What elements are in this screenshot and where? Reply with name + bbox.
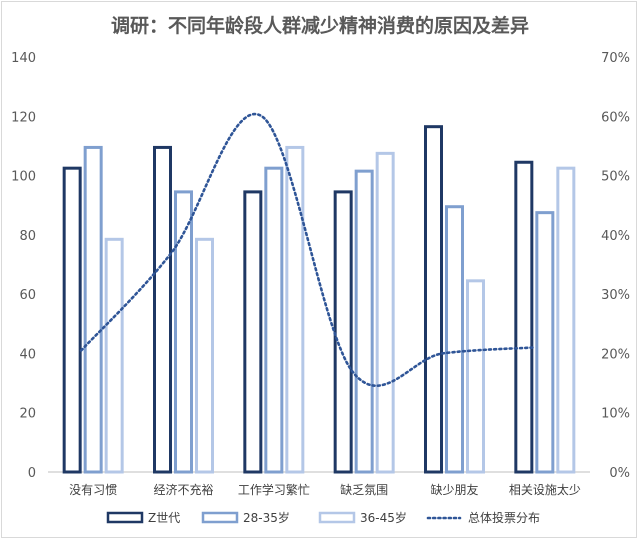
y2-tick-label: 50%	[601, 170, 630, 185]
left-axis-ticks: 0 20 40 60 80 100 120 140	[11, 51, 36, 481]
category-label: 缺少朋友	[430, 482, 478, 497]
bar	[285, 145, 305, 474]
bar	[333, 190, 353, 474]
category-label: 缺乏氛围	[340, 482, 388, 497]
legend-swatch	[318, 511, 356, 524]
y2-tick-label: 10%	[601, 407, 630, 422]
y2-tick-label: 70%	[601, 51, 630, 66]
category-labels: 没有习惯 经济不充裕 工作学习繁忙 缺乏氛围 缺少朋友 相关设施太少	[69, 482, 581, 497]
category-label: 经济不充裕	[153, 482, 213, 497]
bar	[375, 151, 395, 474]
bar	[195, 237, 214, 474]
legend-swatch	[201, 511, 239, 524]
category-label: 相关设施太少	[509, 482, 581, 497]
legend: Z世代 28-35岁 36-45岁 总体投票分布	[106, 510, 540, 525]
y2-tick-label: 40%	[601, 229, 630, 244]
y2-tick-label: 20%	[601, 347, 630, 362]
bar	[153, 145, 172, 474]
bar	[264, 166, 284, 474]
y2-tick-label: 30%	[601, 288, 630, 303]
y-tick-label: 20	[19, 407, 36, 422]
bar	[243, 190, 263, 474]
y-tick-label: 140	[11, 51, 36, 66]
overall-vote-line	[79, 112, 535, 387]
legend-label: 28-35岁	[243, 510, 290, 525]
right-axis-ticks: 0% 10% 20% 30% 40% 50% 60% 70%	[601, 51, 630, 481]
y-tick-label: 40	[19, 347, 36, 362]
bar	[83, 145, 103, 474]
legend-label: 总体投票分布	[468, 510, 540, 525]
legend-swatch	[106, 511, 144, 524]
bar	[62, 166, 82, 474]
chart-title: 调研：不同年龄段人群减少精神消费的原因及差异	[111, 14, 529, 37]
bar	[556, 166, 576, 474]
y2-tick-label: 60%	[601, 110, 630, 125]
bar	[174, 190, 193, 474]
category-label: 没有习惯	[69, 482, 117, 497]
bar	[535, 211, 555, 474]
y-tick-label: 100	[11, 170, 36, 185]
y-tick-label: 80	[19, 229, 36, 244]
category-label: 工作学习繁忙	[238, 482, 310, 497]
y2-tick-label: 0%	[609, 466, 630, 481]
bar	[445, 205, 464, 474]
bar	[514, 160, 534, 474]
bar	[466, 279, 485, 474]
bar	[104, 237, 124, 474]
legend-label: 36-45岁	[360, 510, 407, 525]
y-tick-label: 60	[19, 288, 36, 303]
bar	[354, 169, 374, 474]
y-tick-label: 120	[11, 110, 36, 125]
y-tick-label: 0	[28, 466, 36, 481]
legend-label: Z世代	[148, 511, 180, 525]
bar	[424, 125, 443, 474]
bars	[62, 125, 576, 474]
